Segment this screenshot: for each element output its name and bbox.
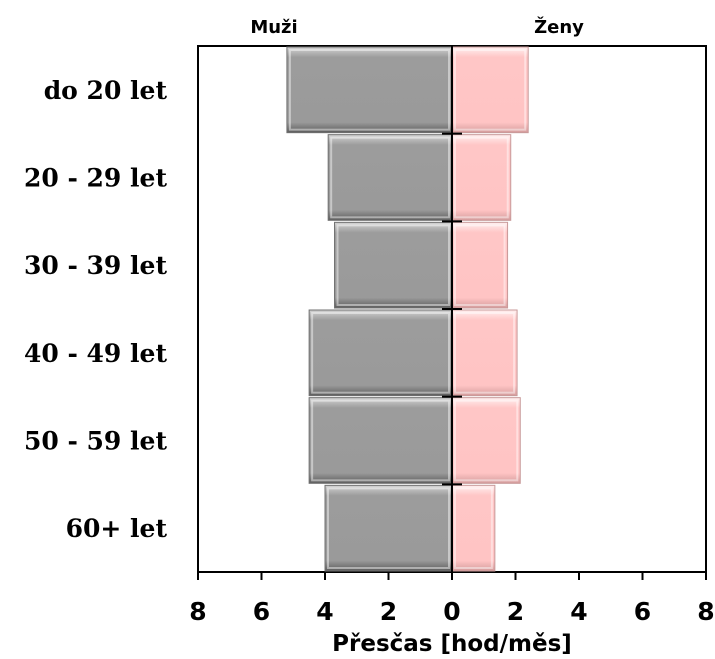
category-label-3: 40 - 49 let <box>24 339 167 368</box>
female-bar-4 <box>451 397 521 484</box>
x-tick-label-3: 2 <box>380 597 397 626</box>
male-bar-1 <box>327 134 453 221</box>
male-bar-5 <box>324 484 453 572</box>
female-bar-bevel-2 <box>454 224 506 306</box>
female-bar-bevel-5 <box>454 487 493 570</box>
x-axis-title: Přesčas [hod/měs] <box>332 631 572 657</box>
female-bar-bevel-0 <box>454 49 527 131</box>
male-bar-bevel-1 <box>330 136 450 219</box>
category-label-4: 50 - 59 let <box>24 427 167 456</box>
female-bar-3 <box>451 309 518 397</box>
x-tick-label-0: 8 <box>189 597 206 626</box>
male-bar-3 <box>308 309 453 397</box>
male-bar-bevel-4 <box>311 399 450 482</box>
series-header-male: Muži <box>250 17 297 38</box>
x-tick-label-8: 8 <box>697 597 714 626</box>
female-bar-bevel-3 <box>454 312 516 394</box>
x-tick-label-6: 4 <box>570 597 587 626</box>
male-bar-0 <box>286 46 453 134</box>
category-label-1: 20 - 29 let <box>24 164 167 193</box>
female-bar-1 <box>451 134 512 221</box>
x-tick-label-1: 6 <box>253 597 270 626</box>
x-tick-label-5: 2 <box>507 597 524 626</box>
x-tick-label-4: 0 <box>443 597 460 626</box>
male-bar-bevel-2 <box>336 224 450 306</box>
female-bar-bevel-1 <box>454 136 509 219</box>
category-label-0: do 20 let <box>44 76 168 105</box>
male-bar-4 <box>308 397 453 484</box>
axes-group <box>197 46 707 580</box>
female-bar-0 <box>451 46 529 134</box>
female-bar-bevel-4 <box>454 399 519 482</box>
female-bar-5 <box>451 484 496 572</box>
male-bar-bevel-0 <box>288 49 450 131</box>
male-bar-2 <box>334 221 453 309</box>
x-tick-label-7: 6 <box>634 597 651 626</box>
labels-group: do 20 let 20 - 29 let 30 - 39 let 40 - 49 l… <box>24 16 715 657</box>
x-tick-label-2: 4 <box>316 597 333 626</box>
female-bar-2 <box>451 221 509 309</box>
bars-group <box>286 46 529 572</box>
male-bar-bevel-5 <box>327 487 450 570</box>
male-bar-bevel-3 <box>311 312 450 394</box>
series-header-female: Ženy <box>534 16 584 38</box>
category-label-2: 30 - 39 let <box>24 251 167 280</box>
category-label-5: 60+ let <box>66 514 168 543</box>
